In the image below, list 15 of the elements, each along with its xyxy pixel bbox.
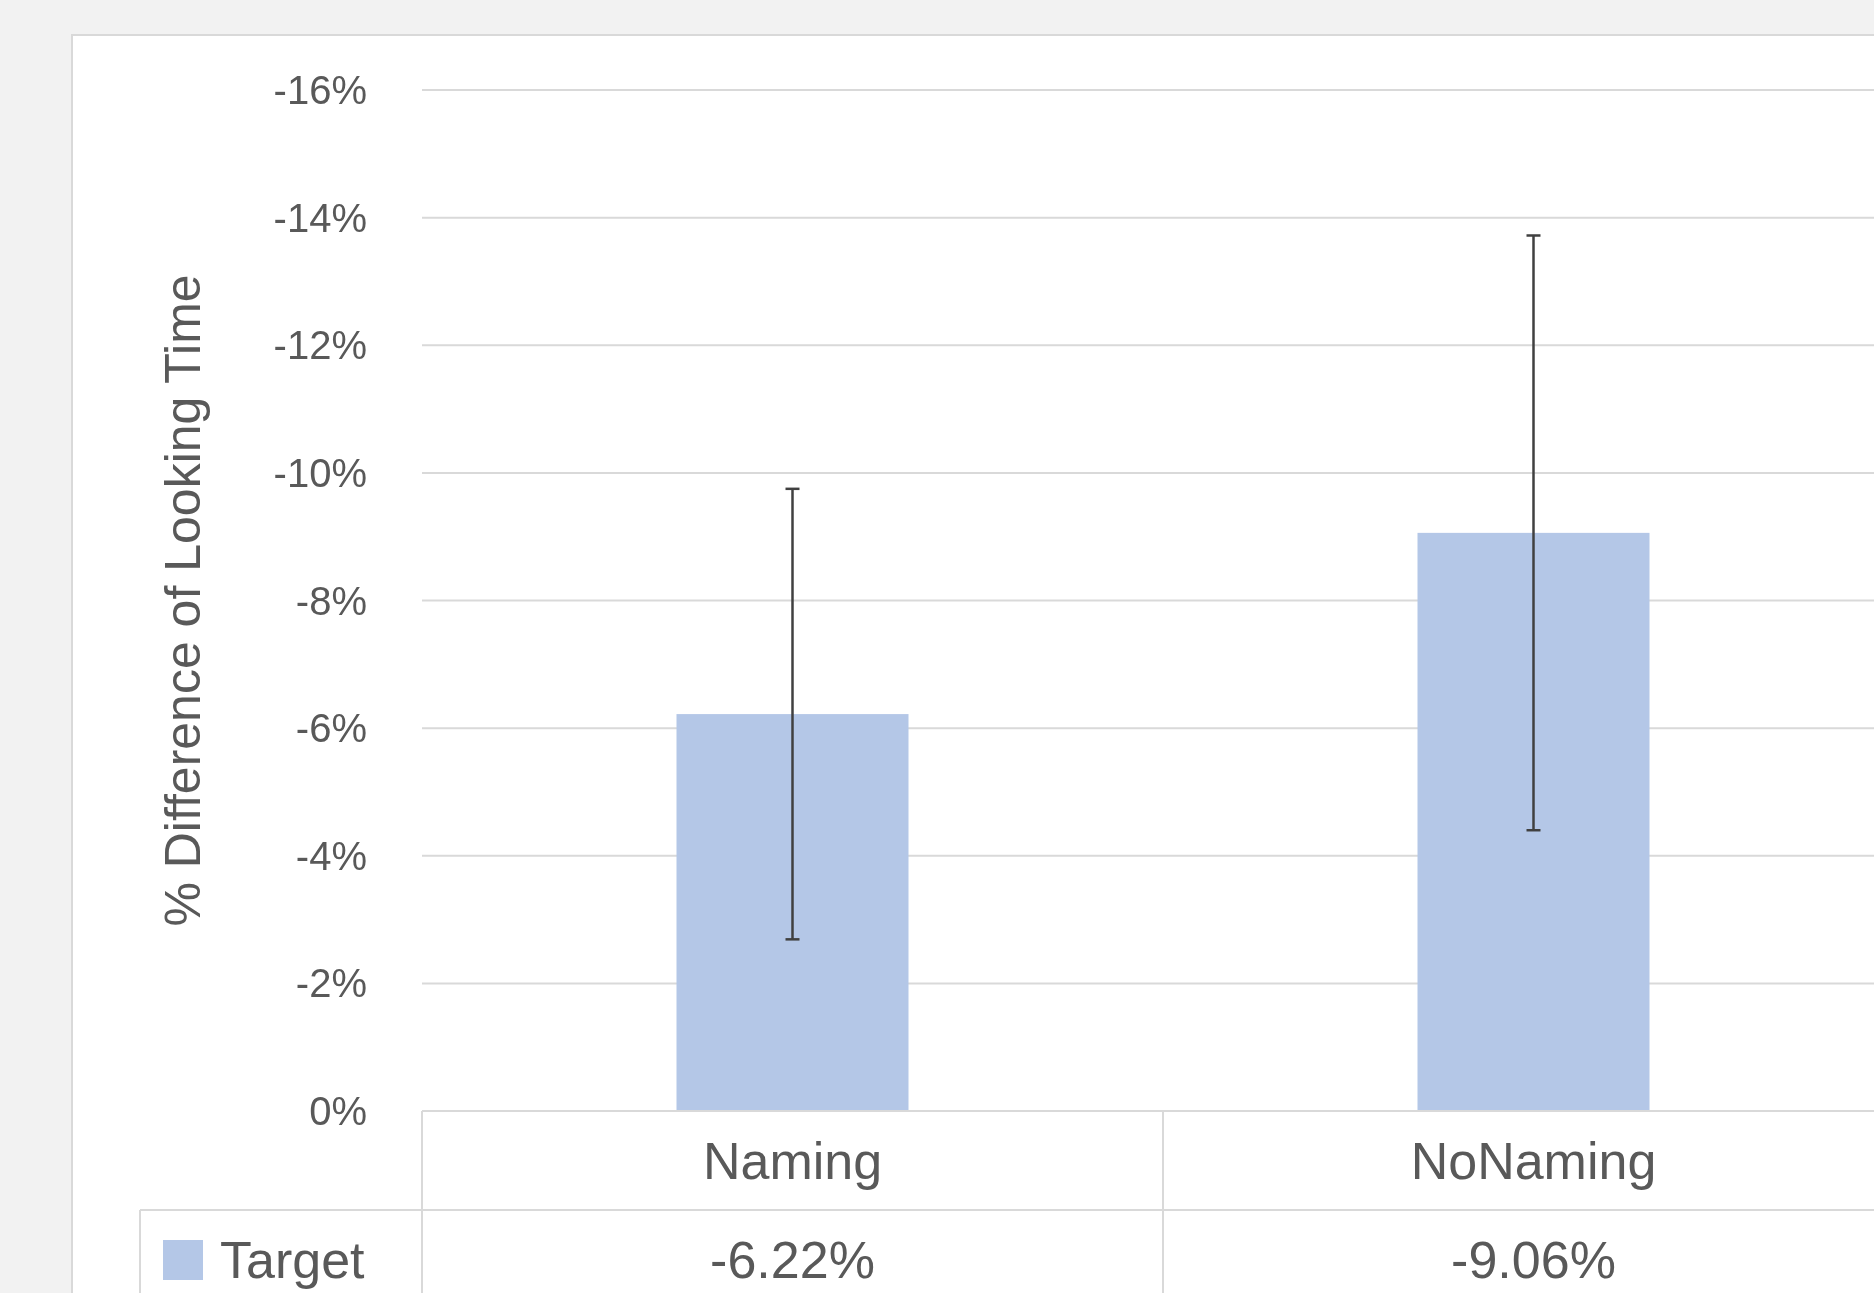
y-tick-label: -12% <box>273 323 367 368</box>
y-tick-label: -4% <box>295 833 367 878</box>
y-tick-label: -10% <box>273 450 367 495</box>
y-tick-label: -14% <box>273 195 367 240</box>
y-axis-title: % Difference of Looking Time <box>155 274 211 927</box>
y-tick-label: -2% <box>295 961 367 1006</box>
y-tick-label: -6% <box>295 706 367 751</box>
data-label: -9.06% <box>1451 1231 1616 1290</box>
y-tick-label: 0% <box>309 1089 367 1133</box>
y-tick-label: -8% <box>295 578 367 623</box>
y-tick-label: -16% <box>273 68 367 112</box>
x-tick-label: Naming <box>702 1132 883 1191</box>
data-label: -6.22% <box>710 1231 875 1290</box>
legend-label: Target <box>220 1231 366 1290</box>
x-tick-label: NoNaming <box>1410 1132 1657 1191</box>
